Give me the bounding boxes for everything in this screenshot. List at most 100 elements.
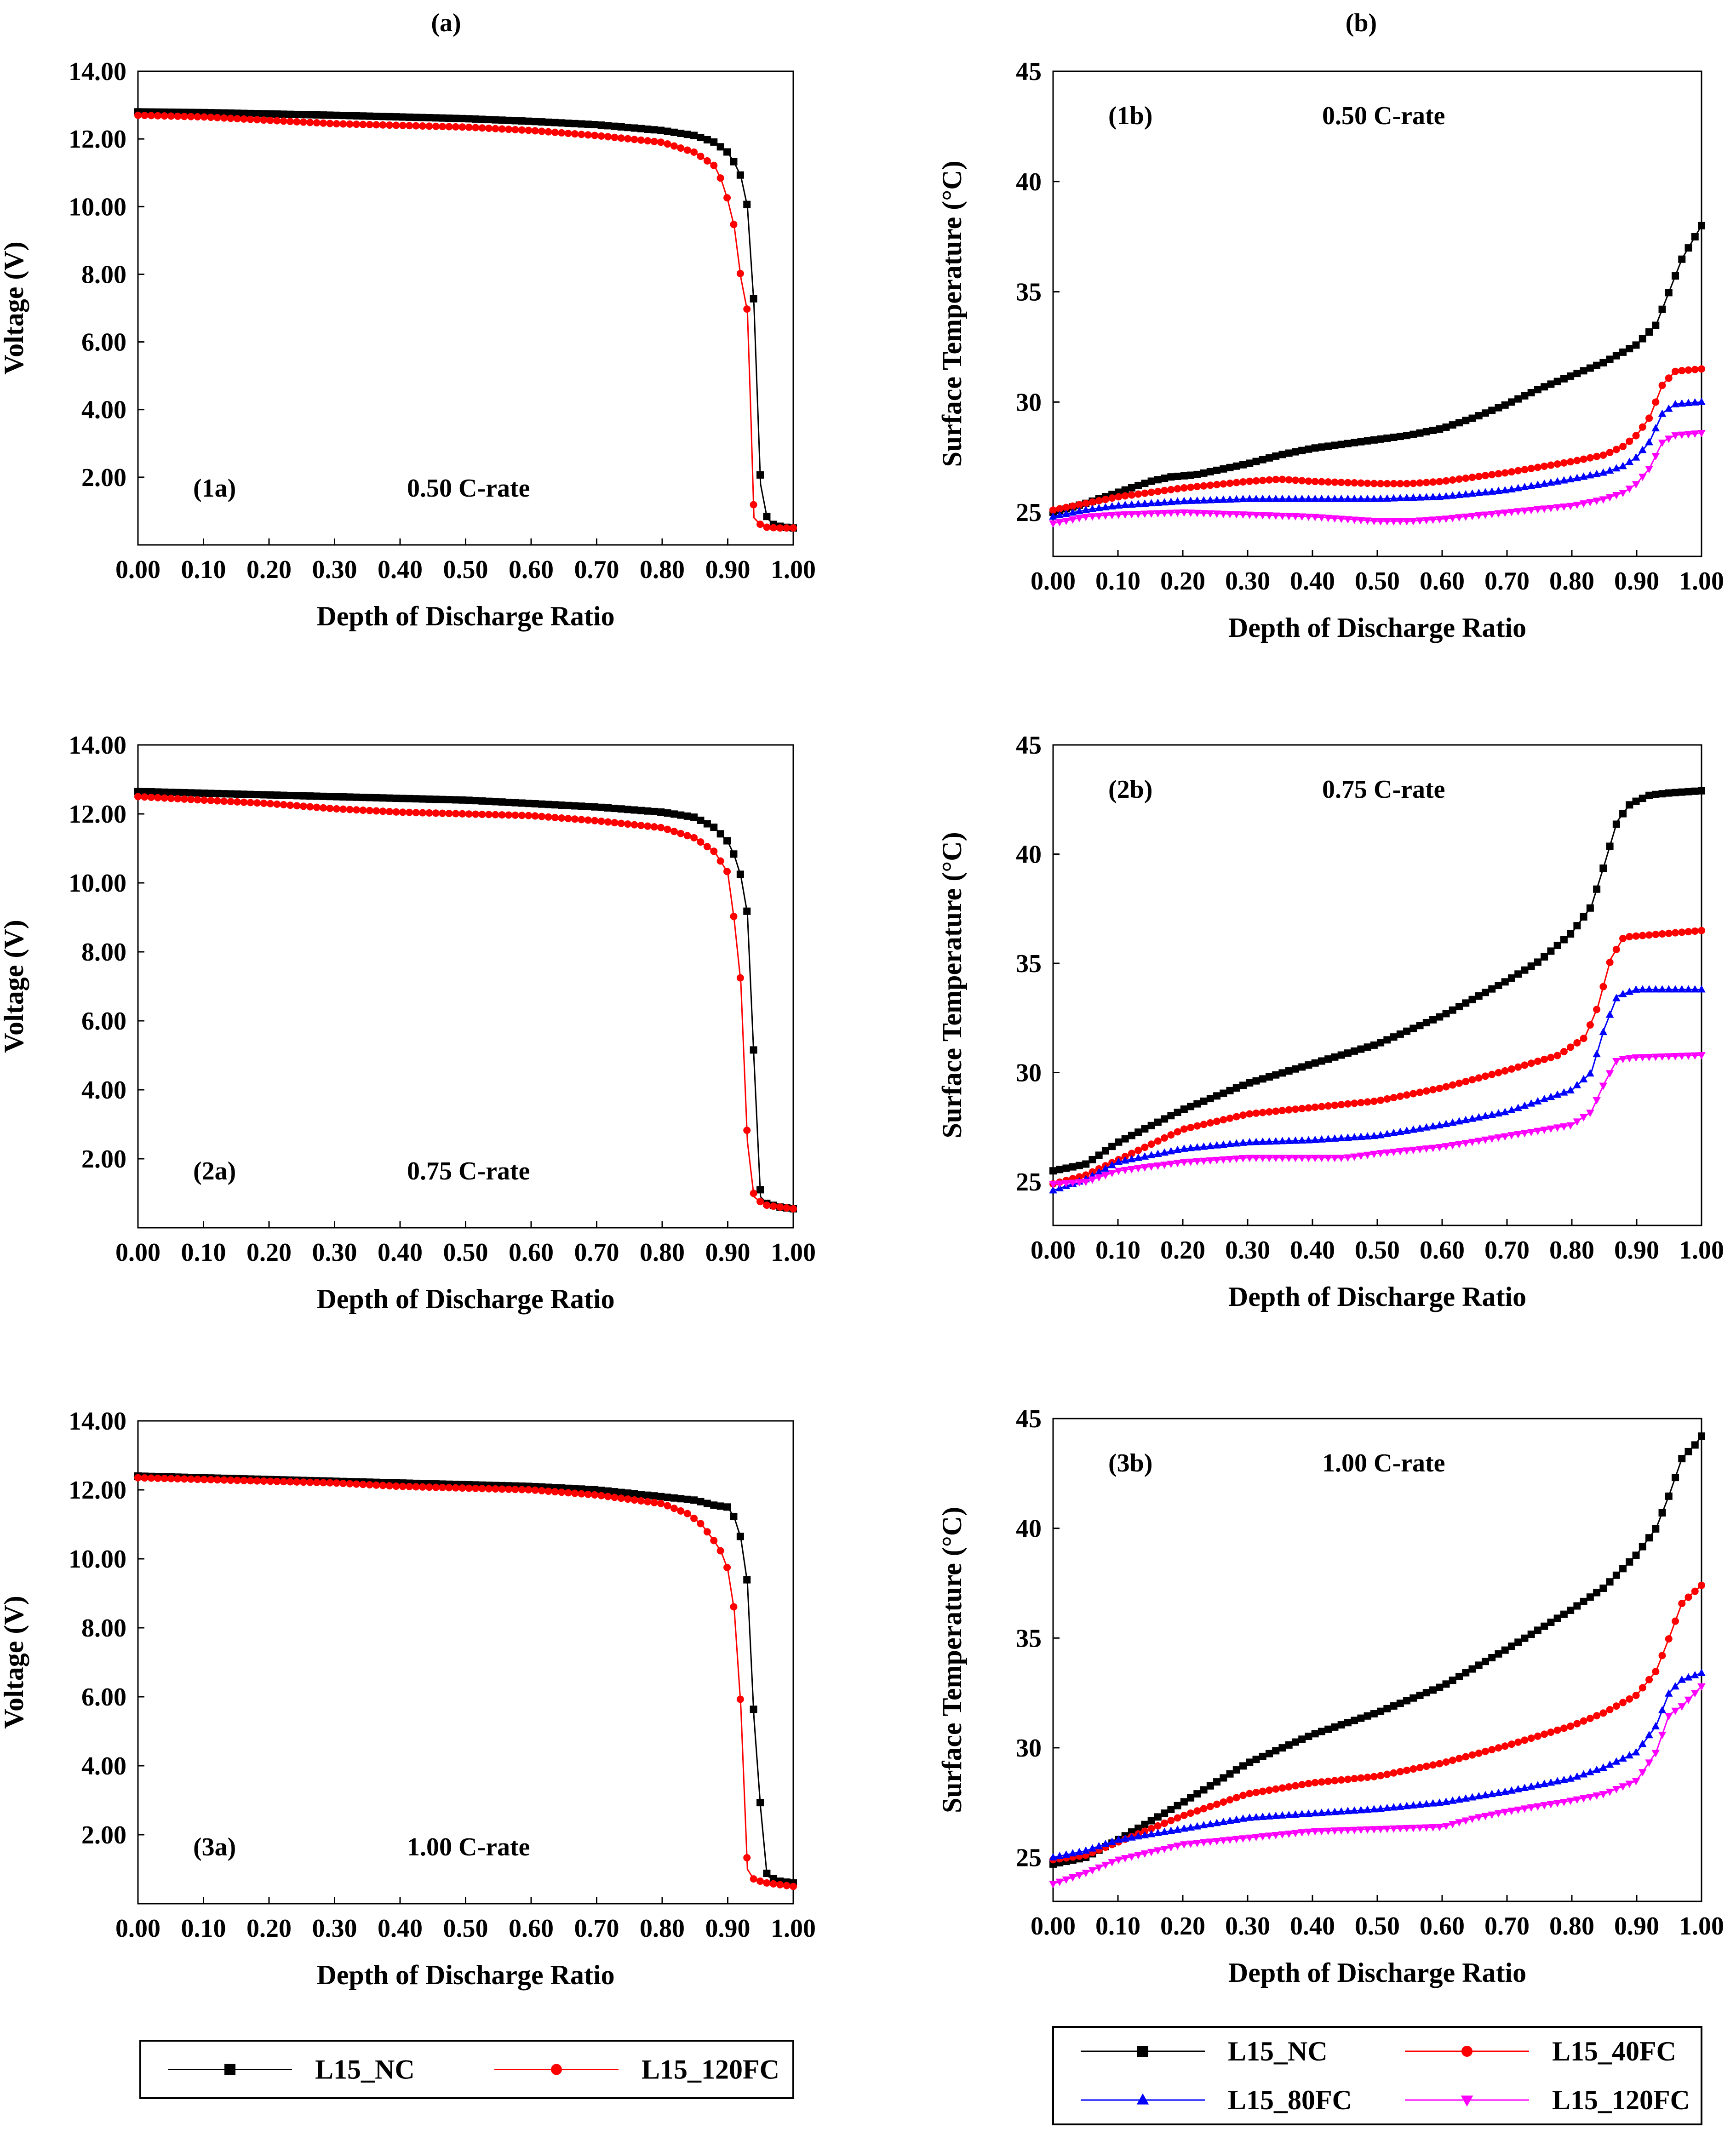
data-point	[1180, 509, 1188, 517]
data-point	[1161, 1134, 1169, 1142]
data-point	[1232, 1794, 1240, 1802]
series-L15_120FC	[134, 1474, 797, 1890]
data-point	[266, 791, 274, 799]
data-point	[472, 124, 480, 132]
data-point	[1121, 486, 1129, 494]
data-point	[1128, 484, 1135, 492]
data-point	[1639, 423, 1646, 431]
data-point	[194, 789, 201, 797]
data-point	[1403, 1766, 1411, 1774]
data-point	[617, 134, 625, 142]
data-point	[1455, 1117, 1463, 1125]
data-point	[551, 801, 559, 809]
data-point	[1586, 1593, 1594, 1601]
data-point	[253, 791, 261, 799]
data-point	[597, 121, 605, 129]
y-tick-label: 6.00	[81, 1007, 126, 1036]
data-point	[1154, 1813, 1162, 1821]
data-point	[1101, 1164, 1110, 1172]
data-point	[518, 799, 526, 807]
data-point	[1665, 1635, 1673, 1643]
data-point	[1612, 446, 1620, 453]
x-tick-label: 0.70	[1484, 1236, 1530, 1265]
data-point	[1684, 1696, 1693, 1704]
data-point	[233, 798, 241, 806]
data-point	[1213, 1156, 1221, 1164]
data-point	[1520, 482, 1529, 490]
data-point	[1403, 1802, 1411, 1809]
data-point	[1474, 1113, 1483, 1121]
data-point	[1160, 1845, 1169, 1853]
data-point	[1311, 478, 1319, 486]
data-point	[1488, 1135, 1496, 1143]
data-point	[1377, 1039, 1385, 1047]
data-point	[624, 135, 632, 143]
chart-3a: 0.00 0.10 0.20 0.30 0.40 0.50 0.60 0.70 0.80 0.90…	[0, 1407, 816, 1990]
data-point	[1678, 1455, 1686, 1463]
data-point	[1278, 1107, 1286, 1115]
data-point	[518, 812, 526, 819]
y-tick-label: 14.00	[69, 731, 126, 760]
y-tick-label: 2.00	[81, 1145, 126, 1173]
data-point	[1442, 1010, 1450, 1018]
data-point	[1134, 1146, 1142, 1154]
series-L15_120FC	[134, 793, 797, 1213]
data-point	[1507, 468, 1515, 476]
data-point	[1553, 1800, 1562, 1808]
data-point	[1049, 1881, 1057, 1889]
data-point	[1383, 1036, 1391, 1044]
data-point	[1658, 1705, 1667, 1713]
data-point	[465, 123, 473, 131]
data-point	[406, 122, 413, 130]
data-point	[624, 806, 632, 813]
x-tick-label: 1.00	[771, 1914, 816, 1943]
data-point	[1167, 1161, 1175, 1168]
data-point	[1442, 1680, 1450, 1688]
data-point	[478, 810, 486, 818]
data-point	[1121, 492, 1129, 500]
data-point	[1488, 1790, 1496, 1797]
data-point	[1147, 510, 1156, 518]
data-point	[1213, 1117, 1221, 1125]
data-point	[1324, 1134, 1332, 1142]
data-point	[1593, 1006, 1601, 1013]
data-point	[293, 110, 301, 118]
data-point	[1377, 1096, 1385, 1104]
legend-entry: L15_40FC	[1405, 2036, 1676, 2066]
data-point	[1200, 1121, 1208, 1128]
data-point	[1514, 1738, 1522, 1746]
x-tick-label: 0.40	[1290, 1236, 1335, 1265]
data-point	[1154, 1162, 1162, 1170]
data-point	[1055, 1852, 1064, 1860]
data-point	[1690, 430, 1699, 438]
data-point	[1344, 440, 1352, 447]
data-point	[1599, 1709, 1607, 1717]
data-point	[1560, 476, 1568, 484]
data-point	[1364, 1712, 1371, 1720]
data-point	[1697, 430, 1706, 438]
data-point	[1094, 1174, 1103, 1182]
data-point	[730, 912, 738, 920]
data-point	[1226, 1837, 1234, 1844]
data-point	[1284, 1155, 1293, 1162]
data-point	[1232, 1113, 1240, 1121]
data-point	[472, 115, 480, 123]
data-point	[1094, 513, 1103, 521]
data-point	[1199, 1142, 1208, 1150]
data-point	[1455, 491, 1463, 498]
data-point	[1389, 1149, 1398, 1156]
data-point	[1658, 439, 1667, 447]
data-point	[458, 810, 466, 818]
data-point	[246, 799, 254, 807]
data-point	[1514, 508, 1523, 516]
data-point	[1298, 1810, 1306, 1818]
data-point	[1370, 518, 1378, 526]
data-point	[1599, 1082, 1608, 1090]
data-point	[1213, 510, 1221, 518]
data-point	[1331, 1723, 1339, 1731]
data-point	[1520, 1101, 1529, 1109]
data-point	[174, 789, 182, 796]
data-point	[458, 114, 466, 122]
data-point	[1140, 1850, 1149, 1858]
